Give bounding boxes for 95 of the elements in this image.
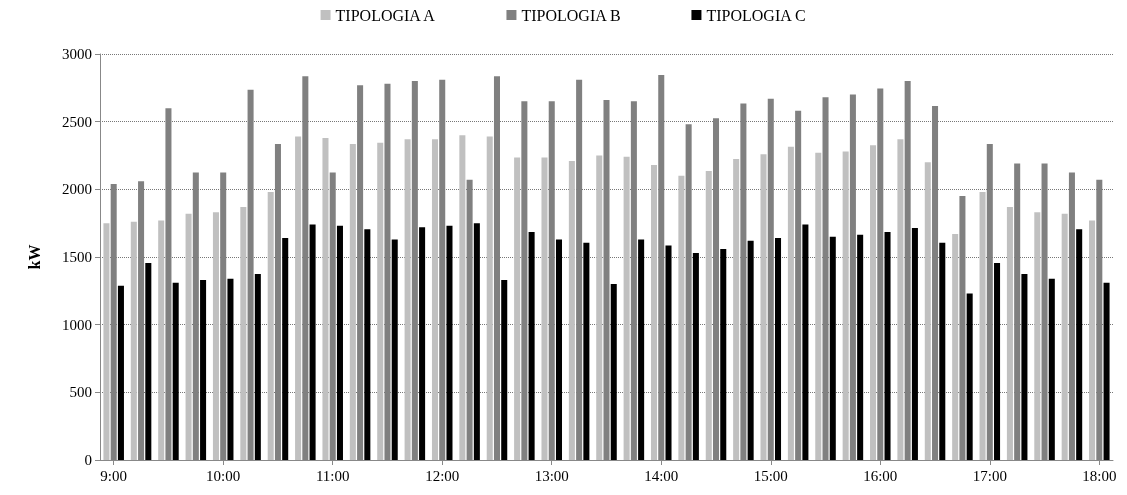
bar bbox=[200, 280, 207, 460]
bar bbox=[966, 293, 973, 460]
bar bbox=[117, 285, 124, 460]
y-tick-label: 1000 bbox=[62, 316, 92, 333]
x-tick-label: 12:00 bbox=[425, 467, 460, 484]
bar bbox=[364, 229, 371, 460]
bar bbox=[555, 239, 563, 460]
bar bbox=[185, 213, 192, 460]
x-tick-label: 13:00 bbox=[534, 467, 569, 484]
bar bbox=[857, 234, 864, 460]
bar bbox=[994, 263, 1001, 460]
bar bbox=[1103, 282, 1110, 460]
x-tick-label: 16:00 bbox=[863, 467, 898, 484]
bar bbox=[733, 158, 740, 460]
bar bbox=[692, 252, 699, 460]
bar bbox=[775, 238, 782, 460]
bar bbox=[514, 157, 521, 460]
bar bbox=[212, 212, 219, 460]
y-tick-label: 0 bbox=[84, 452, 92, 468]
bar bbox=[349, 144, 356, 460]
bar bbox=[596, 155, 603, 460]
bar bbox=[650, 164, 658, 460]
bar bbox=[924, 162, 931, 460]
bar bbox=[842, 151, 849, 460]
y-tick-label: 3000 bbox=[62, 46, 92, 62]
bar bbox=[172, 282, 179, 460]
y-tick-label: 2000 bbox=[62, 181, 92, 198]
bar bbox=[103, 223, 110, 460]
y-tick-label: 1500 bbox=[62, 249, 92, 265]
bar bbox=[720, 248, 727, 460]
bar bbox=[610, 284, 617, 460]
bar bbox=[227, 278, 234, 460]
x-tick-label: 10:00 bbox=[206, 467, 241, 484]
bar bbox=[979, 192, 986, 460]
bar bbox=[309, 224, 316, 460]
bar bbox=[939, 242, 946, 460]
bar bbox=[1006, 206, 1013, 460]
y-tick-label: 500 bbox=[69, 384, 92, 401]
bar bbox=[870, 145, 877, 460]
legend-label: TIPOLOGIA A bbox=[335, 6, 436, 24]
bar bbox=[829, 236, 836, 460]
x-tick-label: 17:00 bbox=[972, 467, 1007, 484]
bar bbox=[952, 233, 959, 460]
bar bbox=[473, 223, 480, 460]
bar bbox=[419, 227, 426, 460]
bar bbox=[884, 231, 891, 460]
bar bbox=[747, 240, 754, 460]
bar bbox=[158, 220, 165, 460]
bar bbox=[145, 263, 152, 460]
y-axis-title: kW bbox=[25, 244, 43, 270]
bar bbox=[1034, 212, 1041, 460]
bar bbox=[911, 227, 918, 460]
bar bbox=[295, 136, 302, 460]
x-tick-label: 15:00 bbox=[753, 467, 788, 484]
bar bbox=[391, 239, 398, 460]
bar bbox=[1048, 278, 1055, 460]
bar bbox=[267, 192, 274, 460]
bar bbox=[528, 231, 535, 460]
bar bbox=[1061, 213, 1068, 460]
bar bbox=[459, 135, 466, 460]
bar bbox=[638, 239, 645, 460]
bar bbox=[377, 142, 384, 460]
bar bbox=[501, 280, 508, 460]
bar bbox=[130, 221, 137, 460]
x-tick-label: 14:00 bbox=[644, 467, 679, 484]
x-tick-label: 9:00 bbox=[100, 467, 128, 484]
bar bbox=[568, 160, 575, 460]
bar bbox=[665, 245, 672, 460]
bar bbox=[541, 157, 548, 460]
bar bbox=[583, 242, 590, 460]
bar bbox=[1021, 273, 1028, 460]
bar bbox=[404, 139, 411, 460]
bar bbox=[240, 206, 247, 460]
legend-label: TIPOLOGIA C bbox=[706, 6, 806, 24]
bar bbox=[897, 139, 904, 460]
x-tick-label: 18:00 bbox=[1082, 467, 1117, 484]
bar bbox=[1076, 229, 1083, 460]
bar bbox=[815, 152, 822, 460]
bar bbox=[802, 224, 809, 460]
bar bbox=[787, 146, 794, 460]
bar bbox=[1089, 220, 1096, 460]
bar bbox=[282, 238, 289, 460]
bar bbox=[254, 273, 261, 460]
y-tick-label: 2500 bbox=[62, 113, 92, 130]
legend-label: TIPOLOGIA B bbox=[521, 6, 621, 24]
bar bbox=[486, 136, 493, 460]
bar bbox=[678, 175, 685, 460]
x-tick-label: 11:00 bbox=[315, 467, 350, 484]
bar bbox=[431, 139, 438, 460]
bar bbox=[623, 156, 630, 460]
bar bbox=[446, 225, 453, 460]
bar bbox=[322, 137, 329, 460]
bar bbox=[705, 171, 712, 460]
bar bbox=[336, 225, 343, 460]
bar bbox=[760, 154, 767, 460]
